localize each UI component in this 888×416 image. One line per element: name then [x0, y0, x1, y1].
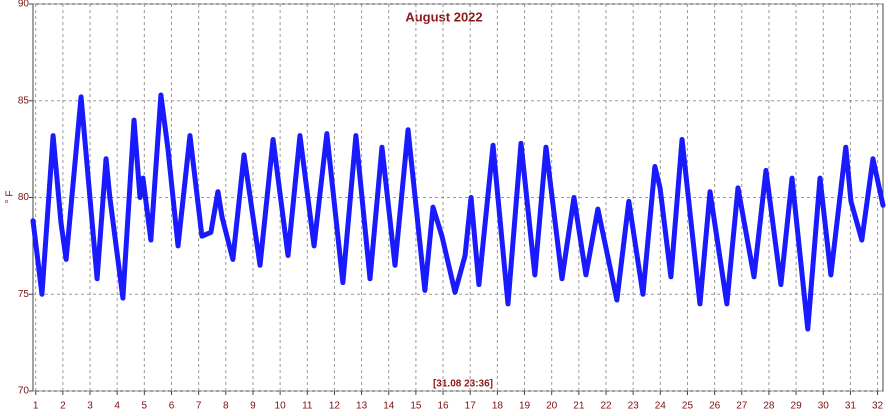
x-tick-label: 27 [736, 401, 748, 412]
x-tick-label: 11 [302, 401, 313, 412]
x-tick-label: 4 [114, 401, 120, 412]
x-tick-label: 29 [791, 401, 803, 412]
x-tick-label: 9 [250, 401, 256, 412]
temperature-line [30, 92, 886, 332]
y-tick-label: 75 [18, 289, 30, 300]
x-tick-label: 21 [573, 401, 585, 412]
x-tick-label: 7 [196, 401, 202, 412]
x-tick-label: 6 [169, 401, 175, 412]
x-tick-label: 16 [438, 401, 450, 412]
y-axis-label: ° F [5, 191, 16, 204]
x-tick-label: 13 [356, 401, 368, 412]
x-tick-label: 19 [519, 401, 531, 412]
x-tick-label: 2 [60, 401, 66, 412]
x-tick-label: 31 [845, 401, 857, 412]
y-tick-label: 90 [18, 0, 30, 10]
x-tick-label: 30 [818, 401, 830, 412]
x-tick-label: 10 [275, 401, 287, 412]
x-tick-label: 25 [682, 401, 694, 412]
x-tick-label: 20 [546, 401, 558, 412]
chart-title: August 2022 [405, 9, 482, 24]
x-tick-label: 32 [872, 401, 884, 412]
x-tick-label: 26 [709, 401, 721, 412]
x-tick-label: 15 [410, 401, 422, 412]
x-tick-label: 3 [87, 401, 93, 412]
x-tick-label: 18 [492, 401, 504, 412]
x-tick-label: 5 [142, 401, 148, 412]
x-tick-label: 28 [763, 401, 775, 412]
annotation: [31.08 23:36] [433, 379, 493, 390]
x-tick-label: 17 [465, 401, 477, 412]
x-tick-label: 23 [628, 401, 640, 412]
y-tick-label: 70 [18, 386, 30, 397]
x-tick-label: 14 [383, 401, 395, 412]
x-tick-label: 24 [655, 401, 667, 412]
y-tick-label: 85 [18, 95, 30, 106]
x-tick-label: 12 [329, 401, 341, 412]
x-tick-label: 22 [600, 401, 612, 412]
x-tick-label: 1 [33, 401, 39, 412]
y-tick-label: 80 [18, 192, 30, 203]
x-tick-label: 8 [223, 401, 229, 412]
